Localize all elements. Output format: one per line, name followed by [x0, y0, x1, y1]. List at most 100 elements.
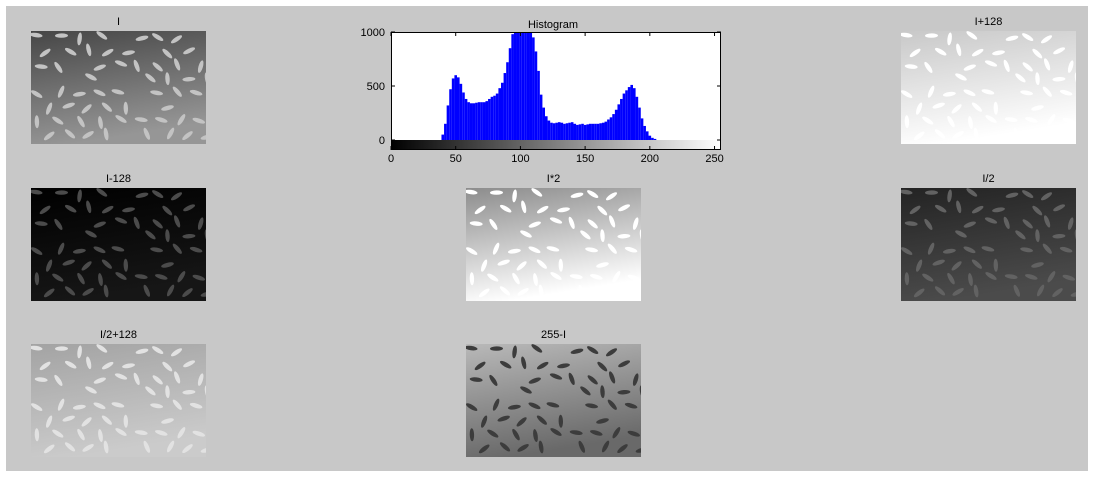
rice-grain — [627, 274, 641, 281]
rice-grain — [57, 85, 65, 98]
rice-grain — [134, 117, 148, 122]
image-canvas — [466, 188, 641, 301]
panel-title: I-128 — [105, 173, 132, 185]
rice-grain — [39, 205, 51, 215]
rice-grain — [617, 444, 628, 454]
histogram-bar — [604, 121, 608, 140]
rice-grain — [1013, 284, 1021, 297]
rice-grain — [968, 273, 973, 287]
rice-grain — [64, 204, 77, 213]
rice-grain — [985, 115, 997, 123]
image-background — [901, 188, 1076, 301]
rice-grain — [466, 189, 478, 195]
image-panel-negative: 255-I — [466, 329, 641, 459]
rice-grain — [1067, 60, 1074, 73]
rice-grain — [200, 447, 206, 453]
rice-grain — [607, 243, 617, 254]
histogram-bar — [555, 122, 558, 140]
panel-title: I+128 — [974, 16, 1003, 28]
rice-grain — [98, 273, 103, 287]
rice-grain — [587, 375, 598, 385]
rice-grain — [43, 288, 55, 298]
image-background — [31, 188, 206, 301]
histogram-bar — [625, 90, 628, 140]
histogram-bar — [495, 93, 499, 140]
rice-grain — [901, 90, 913, 98]
rice-grain — [161, 105, 174, 111]
histogram-axes: Histogram 0 50 100 150 200 250 0 500 1000 — [361, 19, 724, 163]
histogram-bar — [539, 94, 543, 140]
rice-grain — [932, 102, 945, 109]
rice-grain — [612, 427, 621, 439]
rice-grain — [1022, 33, 1034, 42]
rice-grain — [512, 345, 517, 359]
rice-grain — [143, 127, 151, 140]
rice-grain — [597, 205, 608, 216]
histogram-bar — [537, 70, 540, 140]
histogram-bar — [444, 123, 447, 140]
rice-grain — [971, 205, 984, 214]
rice-grain — [45, 415, 53, 428]
rice-grain — [98, 116, 103, 130]
rice-grain — [550, 272, 562, 280]
histogram-bar — [583, 124, 587, 140]
rice-grain — [915, 259, 923, 272]
panel-title: I/2+128 — [99, 329, 137, 341]
rice-grain — [177, 427, 186, 439]
rice-grain — [31, 403, 43, 411]
rice-image-minus-128 — [31, 188, 206, 301]
rice-grain — [966, 31, 978, 40]
rice-grain — [93, 64, 106, 71]
rice-grain — [608, 371, 616, 384]
x-tick-label: 200 — [641, 153, 659, 163]
rice-grain — [517, 444, 529, 452]
rice-grain — [1005, 35, 1019, 41]
histogram-bar — [467, 102, 470, 140]
rice-grain — [973, 284, 979, 298]
histogram-bar — [446, 105, 450, 140]
histogram-bar — [620, 98, 623, 140]
histogram-bar — [552, 123, 556, 140]
rice-grain — [934, 47, 947, 56]
rice-grain — [1062, 274, 1076, 281]
rice-grain — [601, 440, 610, 453]
image-canvas — [901, 188, 1076, 301]
rice-grain — [635, 447, 641, 453]
rice-grain — [64, 47, 77, 56]
rice-grain — [517, 288, 529, 296]
rice-grain — [81, 104, 92, 114]
rice-grain — [608, 215, 616, 228]
rice-grain — [1074, 72, 1076, 86]
rice-grain — [1042, 86, 1052, 97]
rice-grain — [152, 62, 163, 72]
x-tick-label: 100 — [511, 153, 529, 163]
rice-grain — [963, 89, 976, 97]
histogram-bar — [596, 123, 600, 140]
histogram-bar — [488, 98, 491, 140]
rice-grain — [587, 219, 598, 229]
rice-grain — [521, 200, 527, 214]
rice-grain — [96, 31, 108, 40]
rice-grain — [533, 429, 538, 443]
rice-grain — [173, 215, 181, 228]
rice-grain — [531, 344, 543, 353]
rice-grain — [578, 284, 586, 297]
rice-grain — [161, 262, 174, 268]
panel-title: I — [116, 16, 121, 28]
rice-grain — [183, 204, 196, 212]
histogram-bar — [638, 107, 641, 140]
rice-grain — [1022, 219, 1033, 229]
rice-grain — [43, 131, 55, 141]
rice-grain — [1032, 48, 1043, 59]
rice-grain — [992, 207, 1005, 213]
histogram-bar — [513, 32, 517, 140]
rice-grain — [1070, 291, 1076, 297]
rice-grain — [82, 444, 94, 452]
rice-grain — [521, 356, 527, 370]
rice-grain — [585, 403, 599, 409]
rice-grain — [101, 415, 112, 425]
rice-grain — [1047, 114, 1056, 126]
rice-grain — [133, 59, 140, 73]
rice-grain — [57, 242, 65, 255]
rice-image-plus-128 — [901, 31, 1076, 144]
